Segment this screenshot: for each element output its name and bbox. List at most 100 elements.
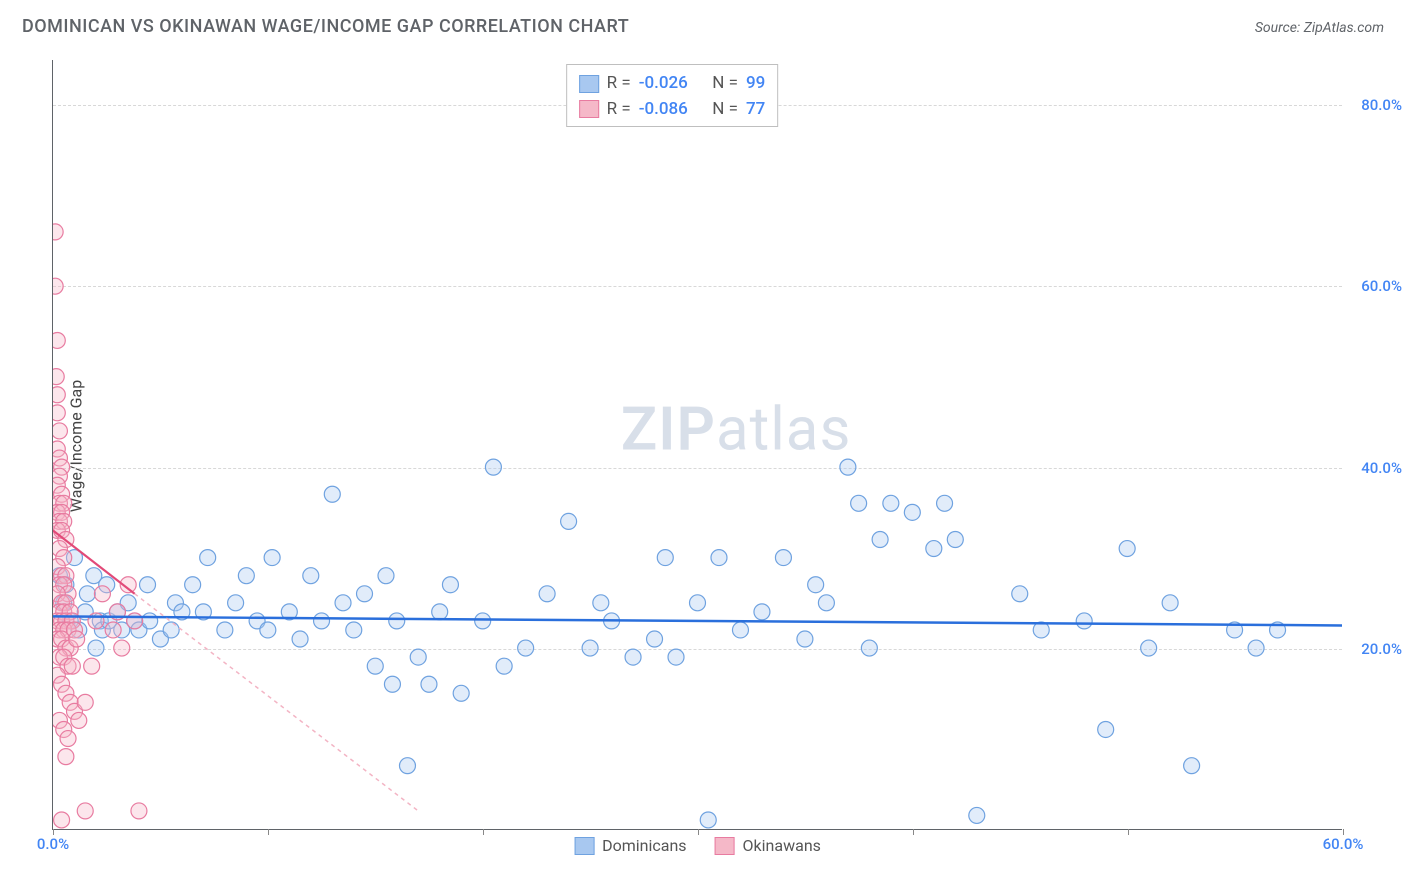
scatter-point <box>53 423 67 439</box>
scatter-point <box>217 622 233 638</box>
n-value-dominicans: 99 <box>746 71 765 97</box>
scatter-point <box>53 332 65 348</box>
scatter-point <box>904 504 920 520</box>
scatter-point <box>378 568 394 584</box>
scatter-point <box>775 550 791 566</box>
scatter-point <box>518 640 534 656</box>
scatter-point <box>582 640 598 656</box>
chart-title: DOMINICAN VS OKINAWAN WAGE/INCOME GAP CO… <box>22 16 629 37</box>
scatter-point <box>324 486 340 502</box>
scatter-point <box>668 649 684 665</box>
scatter-point <box>625 649 641 665</box>
scatter-point <box>1119 541 1135 557</box>
n-label: N = <box>712 97 738 123</box>
scatter-point <box>410 649 426 665</box>
scatter-point <box>53 405 65 421</box>
x-tick-label: 60.0% <box>1323 835 1364 853</box>
scatter-point <box>140 577 156 593</box>
scatter-point <box>88 613 104 629</box>
scatter-point <box>142 613 158 629</box>
scatter-point <box>711 550 727 566</box>
scatter-point <box>357 586 373 602</box>
scatter-point <box>539 586 555 602</box>
r-label: R = <box>607 71 631 97</box>
scatter-point <box>185 577 201 593</box>
swatch-okinawans <box>579 100 599 118</box>
scatter-point <box>127 613 143 629</box>
r-value-okinawans: -0.086 <box>639 97 688 123</box>
x-tick-mark <box>268 829 269 835</box>
scatter-point <box>432 604 448 620</box>
n-label: N = <box>712 71 738 97</box>
plot-area: ZIPatlas 20.0%40.0%60.0%80.0% 0.0%60.0% … <box>52 60 1342 830</box>
scatter-point <box>367 658 383 674</box>
swatch-dominicans <box>574 837 594 855</box>
y-tick-label: 40.0% <box>1361 459 1402 477</box>
scatter-point <box>238 568 254 584</box>
scatter-point <box>384 676 400 692</box>
bottom-legend: Dominicans Okinawans <box>574 836 821 855</box>
scatter-point <box>264 550 280 566</box>
scatter-point <box>399 758 415 774</box>
stats-row-okinawans: R = -0.086 N = 77 <box>579 97 766 123</box>
swatch-dominicans <box>579 75 599 93</box>
scatter-point <box>732 622 748 638</box>
scatter-point <box>53 278 63 294</box>
scatter-point <box>77 803 93 819</box>
scatter-point <box>200 550 216 566</box>
stats-legend-box: R = -0.026 N = 99 R = -0.086 N = 77 <box>566 64 779 127</box>
scatter-point <box>947 532 963 548</box>
scatter-point <box>1012 586 1028 602</box>
scatter-point <box>883 495 899 511</box>
scatter-point <box>657 550 673 566</box>
x-tick-label: 0.0% <box>37 835 69 853</box>
scatter-point <box>453 685 469 701</box>
scatter-point <box>421 676 437 692</box>
legend-item-dominicans: Dominicans <box>574 836 686 855</box>
scatter-point <box>105 622 121 638</box>
scatter-point <box>260 622 276 638</box>
scatter-point <box>700 812 716 828</box>
legend-label-okinawans: Okinawans <box>743 836 821 855</box>
scatter-point <box>303 568 319 584</box>
scatter-point <box>969 807 985 823</box>
scatter-point <box>1248 640 1264 656</box>
scatter-point <box>840 459 856 475</box>
scatter-point <box>690 595 706 611</box>
scatter-point <box>71 712 87 728</box>
scatter-point <box>228 595 244 611</box>
scatter-point <box>926 541 942 557</box>
scatter-point <box>64 658 80 674</box>
y-tick-label: 60.0% <box>1361 277 1402 295</box>
scatter-point <box>851 495 867 511</box>
scatter-point <box>442 577 458 593</box>
scatter-point <box>53 224 63 240</box>
scatter-point <box>475 613 491 629</box>
scatter-point <box>872 532 888 548</box>
scatter-point <box>1162 595 1178 611</box>
scatter-svg <box>53 60 1342 829</box>
scatter-point <box>60 731 76 747</box>
x-tick-mark <box>483 829 484 835</box>
scatter-point <box>593 595 609 611</box>
scatter-point <box>1098 721 1114 737</box>
scatter-point <box>77 694 93 710</box>
scatter-point <box>485 459 501 475</box>
legend-item-okinawans: Okinawans <box>715 836 821 855</box>
scatter-point <box>937 495 953 511</box>
scatter-point <box>84 658 100 674</box>
trendline <box>53 616 1342 625</box>
scatter-point <box>114 640 130 656</box>
scatter-point <box>754 604 770 620</box>
scatter-point <box>389 613 405 629</box>
scatter-point <box>163 622 179 638</box>
scatter-point <box>1141 640 1157 656</box>
scatter-point <box>94 586 110 602</box>
scatter-point <box>818 595 834 611</box>
scatter-point <box>53 387 65 403</box>
scatter-point <box>88 640 104 656</box>
scatter-point <box>1076 613 1092 629</box>
n-value-okinawans: 77 <box>746 97 765 123</box>
scatter-point <box>58 749 74 765</box>
y-tick-label: 80.0% <box>1361 96 1402 114</box>
